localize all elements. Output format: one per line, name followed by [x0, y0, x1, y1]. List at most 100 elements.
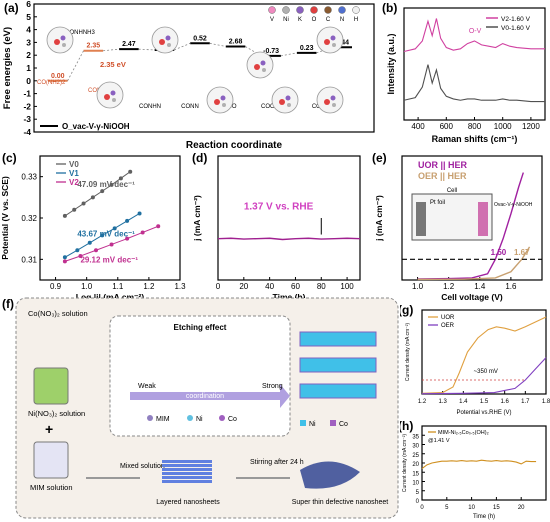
- coordination-label: coordination: [186, 393, 224, 400]
- structure-thumb: [96, 81, 124, 109]
- y-tick-label: 25: [412, 453, 419, 459]
- y-tick-label: 15: [412, 471, 419, 477]
- legend-text: Ni: [309, 421, 316, 428]
- axes-frame: [401, 155, 543, 281]
- nanosheet-layer: [162, 468, 212, 471]
- legend-text: V2: [69, 178, 79, 187]
- stability-line: [217, 237, 361, 241]
- nanosheet-layer: [162, 460, 212, 463]
- x-tick-label: 600: [440, 122, 454, 131]
- raman-series: [403, 18, 545, 53]
- slope-label: 29.12 mV dec⁻¹: [80, 256, 138, 265]
- legend-text: Co: [339, 421, 348, 428]
- x-tick-label: 1.2: [143, 282, 155, 291]
- legend-text: V2-1.60 V: [501, 16, 531, 23]
- x-tick-label: 1.5: [480, 399, 489, 405]
- annotation: O-V: [469, 28, 482, 35]
- data-point: [100, 233, 105, 238]
- legend-text: O_vac-V-γ-NiOOH: [62, 122, 130, 131]
- x-tick-label: 5: [445, 505, 449, 511]
- x-tick-label: 0: [216, 282, 221, 291]
- x-tick-label: 1000: [494, 122, 512, 131]
- element-dot: [310, 6, 318, 14]
- step-label: CO2: [312, 104, 325, 110]
- raman-series: [403, 64, 545, 103]
- y-tick-label: 3: [26, 37, 31, 47]
- axes-frame: [33, 3, 375, 133]
- x-axis-label: Time (h): [473, 514, 495, 520]
- nanosheet-layer: [162, 472, 212, 475]
- data-point: [137, 211, 142, 216]
- structure-thumb: [151, 26, 179, 54]
- crystal-layer: [299, 331, 377, 347]
- structure-thumb: [316, 86, 344, 114]
- data-point: [87, 240, 92, 245]
- y-axis-label: Current density (mA cm⁻²): [402, 434, 408, 493]
- panel-c: 0.9 1.0 1.1 1.2 1.3 0.31 0.32 0.33 Log |j| (mA c…: [0, 150, 190, 302]
- panel-label: (f): [2, 297, 14, 311]
- panel-label: (d): [192, 151, 207, 165]
- y-tick-label: -2: [23, 101, 31, 111]
- rds-label: 2.35 eV: [100, 60, 126, 69]
- x-tick-label: 800: [468, 122, 482, 131]
- y-tick-label: 0.32: [21, 214, 37, 223]
- y-tick-label: -3: [23, 114, 31, 124]
- energy-value: 0.23: [300, 45, 314, 52]
- annotation: @1.41 V: [428, 438, 450, 444]
- legend-text: V1: [69, 169, 79, 178]
- y-tick-label: 5: [416, 490, 420, 496]
- element-label: H: [354, 17, 358, 23]
- chart-h: 0 5 10 15 20 0 5 10 15 20 25 30 35 Time (h) Current de…: [400, 419, 547, 520]
- co-solution-label: Co(NO₃)₂ solution: [28, 309, 88, 318]
- step-label: CONHNH3: [65, 30, 95, 36]
- legend-swatch: [300, 420, 306, 426]
- coordination-arrow: [130, 384, 290, 408]
- defective-label: Super thin defective nanosheet: [292, 499, 389, 506]
- element-dot: [352, 6, 360, 14]
- element-dot: [324, 6, 332, 14]
- data-point: [118, 176, 123, 181]
- atom-k: [220, 95, 226, 101]
- x-tick-label: 1.0: [81, 282, 93, 291]
- panel-d: 0 20 40 60 80 100 Time (h) j (mA cm⁻²) (d) 1.37 V…: [190, 150, 370, 302]
- y-tick-label: 10: [412, 481, 419, 487]
- x-tick-label: 20: [518, 505, 525, 511]
- annotation: 1.50: [491, 248, 507, 257]
- x-tick-label: 1.3: [174, 282, 186, 291]
- x-tick-label: 40: [265, 282, 274, 291]
- x-tick-label: 1.0: [412, 282, 424, 291]
- energy-value: 2.47: [122, 41, 136, 48]
- element-dot: [282, 6, 290, 14]
- data-point: [112, 226, 117, 231]
- y-axis-label: Potential (V vs. SCE): [0, 176, 10, 260]
- legend-text: UOR || HER: [418, 160, 468, 170]
- x-axis-label: Raman shifts (cm⁻¹): [432, 134, 518, 144]
- element-label: Ni: [283, 17, 289, 23]
- x-axis-label: Cell voltage (V): [441, 292, 503, 302]
- structure-thumb: [46, 26, 74, 54]
- panel-label: (a): [4, 1, 19, 15]
- data-point: [78, 254, 83, 259]
- legend-text: V0-1.60 V: [501, 25, 531, 32]
- structure-thumb: [271, 86, 299, 114]
- x-tick-label: 20: [239, 282, 248, 291]
- nanosheet-layer: [162, 464, 212, 467]
- atom-k: [285, 95, 291, 101]
- etching-title: Etching effect: [174, 323, 227, 332]
- x-axis-label: Time (h): [273, 292, 306, 302]
- element-label: O: [312, 17, 317, 23]
- y-tick-label: -4: [23, 127, 31, 137]
- atom-ni: [167, 43, 171, 47]
- x-tick-label: 1.2: [443, 282, 455, 291]
- atom-ni: [222, 103, 226, 107]
- slope-label: 47.09 mV dec⁻¹: [77, 180, 135, 189]
- x-tick-label: 10: [468, 505, 475, 511]
- legend-swatch: [330, 420, 336, 426]
- x-tick-label: 15: [493, 505, 500, 511]
- inset-electrode-2: [478, 202, 488, 236]
- x-tick-label: 1200: [522, 122, 540, 131]
- inset-catalyst-label: Ovac-V-γ-NiOOH: [494, 202, 533, 208]
- atom-k: [330, 35, 336, 41]
- mim-solution-label: MIM solution: [30, 483, 73, 492]
- data-point: [100, 189, 105, 194]
